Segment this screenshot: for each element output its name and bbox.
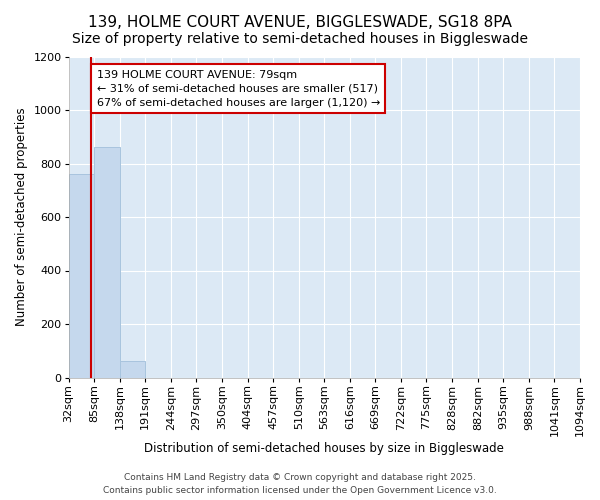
Bar <box>119 362 145 378</box>
Text: Size of property relative to semi-detached houses in Biggleswade: Size of property relative to semi-detach… <box>72 32 528 46</box>
Y-axis label: Number of semi-detached properties: Number of semi-detached properties <box>15 108 28 326</box>
Text: 139 HOLME COURT AVENUE: 79sqm
← 31% of semi-detached houses are smaller (517)
67: 139 HOLME COURT AVENUE: 79sqm ← 31% of s… <box>97 70 380 108</box>
X-axis label: Distribution of semi-detached houses by size in Biggleswade: Distribution of semi-detached houses by … <box>145 442 504 455</box>
Bar <box>68 174 94 378</box>
Text: 139, HOLME COURT AVENUE, BIGGLESWADE, SG18 8PA: 139, HOLME COURT AVENUE, BIGGLESWADE, SG… <box>88 15 512 30</box>
Text: Contains HM Land Registry data © Crown copyright and database right 2025.
Contai: Contains HM Land Registry data © Crown c… <box>103 474 497 495</box>
Bar <box>94 148 119 378</box>
